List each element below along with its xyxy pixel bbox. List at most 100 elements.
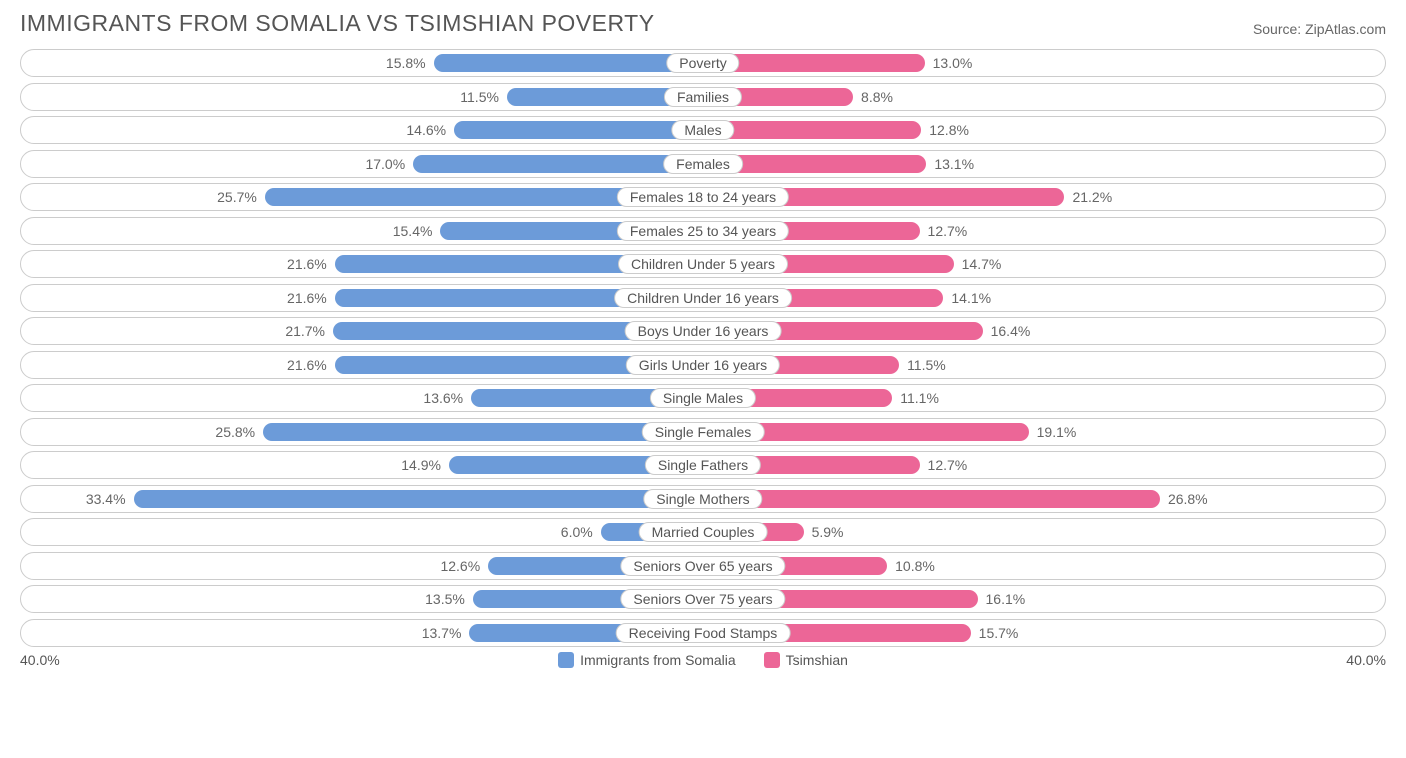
value-right: 12.7%: [920, 223, 976, 239]
category-label: Females: [663, 154, 743, 174]
value-right: 14.7%: [954, 256, 1010, 272]
category-label: Children Under 16 years: [614, 288, 792, 308]
legend-label-left: Immigrants from Somalia: [580, 652, 736, 668]
category-label: Girls Under 16 years: [626, 355, 780, 375]
chart-row: 13.7% 15.7% Receiving Food Stamps: [20, 619, 1386, 647]
axis-max-left: 40.0%: [20, 652, 60, 668]
row-right-half: 11.5%: [703, 352, 1385, 378]
legend-swatch-left: [558, 652, 574, 668]
chart-row: 13.6% 11.1% Single Males: [20, 384, 1386, 412]
source-label: Source:: [1253, 21, 1301, 37]
chart-row: 14.6%12.8%Males: [20, 116, 1386, 144]
value-right: 16.1%: [978, 591, 1034, 607]
value-left: 12.6%: [432, 558, 488, 574]
row-right-half: 15.7%: [703, 620, 1385, 646]
value-right: 13.0%: [925, 55, 981, 71]
value-left: 11.5%: [452, 89, 507, 105]
row-left-half: 25.8%: [21, 419, 703, 445]
row-right-half: 21.2%: [703, 184, 1385, 210]
value-left: 25.7%: [209, 189, 265, 205]
chart-row: 12.6% 10.8% Seniors Over 65 years: [20, 552, 1386, 580]
value-right: 15.7%: [971, 625, 1027, 641]
bar-right: [703, 121, 921, 139]
diverging-bar-chart: 15.8%13.0%Poverty11.5%8.8%Families14.6%1…: [20, 49, 1386, 647]
category-label: Boys Under 16 years: [625, 321, 782, 341]
legend-swatch-right: [764, 652, 780, 668]
category-label: Females 25 to 34 years: [617, 221, 789, 241]
header: IMMIGRANTS FROM SOMALIA VS TSIMSHIAN POV…: [20, 10, 1386, 37]
row-left-half: 14.9%: [21, 452, 703, 478]
category-label: Families: [664, 87, 742, 107]
axis-max-right: 40.0%: [1346, 652, 1386, 668]
chart-row: 21.6% 14.1% Children Under 16 years: [20, 284, 1386, 312]
row-left-half: 21.7%: [21, 318, 703, 344]
value-left: 14.9%: [393, 457, 449, 473]
row-left-half: 11.5%: [21, 84, 703, 110]
value-left: 13.7%: [414, 625, 470, 641]
row-right-half: 11.1%: [703, 385, 1385, 411]
value-right: 11.5%: [899, 357, 954, 373]
value-left: 21.7%: [277, 323, 333, 339]
category-label: Single Males: [650, 388, 756, 408]
value-right: 21.2%: [1064, 189, 1120, 205]
category-label: Single Fathers: [645, 455, 761, 475]
chart-row: 21.6% 14.7% Children Under 5 years: [20, 250, 1386, 278]
row-left-half: 25.7%: [21, 184, 703, 210]
value-left: 25.8%: [207, 424, 263, 440]
row-left-half: 21.6%: [21, 285, 703, 311]
value-left: 21.6%: [279, 357, 335, 373]
category-label: Single Mothers: [643, 489, 762, 509]
value-right: 12.7%: [920, 457, 976, 473]
bar-right: [703, 490, 1160, 508]
value-right: 10.8%: [887, 558, 943, 574]
bar-left: [263, 423, 703, 441]
chart-row: 17.0% 13.1% Females: [20, 150, 1386, 178]
bar-left: [434, 54, 703, 72]
value-right: 19.1%: [1029, 424, 1085, 440]
row-left-half: 15.4%: [21, 218, 703, 244]
category-label: Children Under 5 years: [618, 254, 788, 274]
category-label: Seniors Over 75 years: [620, 589, 785, 609]
value-left: 6.0%: [553, 524, 601, 540]
footer: 40.0% Immigrants from Somalia Tsimshian …: [20, 652, 1386, 668]
value-left: 15.8%: [378, 55, 434, 71]
row-left-half: 21.6%: [21, 352, 703, 378]
row-right-half: 12.8%: [703, 117, 1385, 143]
legend-label-right: Tsimshian: [786, 652, 848, 668]
row-right-half: 8.8%: [703, 84, 1385, 110]
value-left: 21.6%: [279, 256, 335, 272]
value-right: 16.4%: [983, 323, 1039, 339]
value-left: 15.4%: [385, 223, 441, 239]
category-label: Married Couples: [639, 522, 768, 542]
category-label: Seniors Over 65 years: [620, 556, 785, 576]
bar-left: [413, 155, 703, 173]
value-right: 11.1%: [892, 390, 947, 406]
category-label: Males: [671, 120, 734, 140]
value-right: 8.8%: [853, 89, 901, 105]
row-left-half: 17.0%: [21, 151, 703, 177]
row-right-half: 12.7%: [703, 452, 1385, 478]
row-right-half: 16.4%: [703, 318, 1385, 344]
row-left-half: 13.6%: [21, 385, 703, 411]
chart-row: 25.7%21.2%Females 18 to 24 years: [20, 183, 1386, 211]
value-left: 13.6%: [415, 390, 471, 406]
value-right: 14.1%: [943, 290, 999, 306]
row-right-half: 14.7%: [703, 251, 1385, 277]
category-label: Single Females: [642, 422, 765, 442]
row-left-half: 15.8%: [21, 50, 703, 76]
row-left-half: 14.6%: [21, 117, 703, 143]
row-left-half: 12.6%: [21, 553, 703, 579]
value-left: 21.6%: [279, 290, 335, 306]
row-right-half: 13.1%: [703, 151, 1385, 177]
row-right-half: 26.8%: [703, 486, 1385, 512]
category-label: Poverty: [666, 53, 739, 73]
category-label: Receiving Food Stamps: [616, 623, 791, 643]
row-right-half: 10.8%: [703, 553, 1385, 579]
row-right-half: 19.1%: [703, 419, 1385, 445]
legend-item-left: Immigrants from Somalia: [558, 652, 736, 668]
chart-row: 15.4% 12.7% Females 25 to 34 years: [20, 217, 1386, 245]
chart-row: 6.0%5.9%Married Couples: [20, 518, 1386, 546]
chart-row: 21.6% 11.5% Girls Under 16 years: [20, 351, 1386, 379]
source-name: ZipAtlas.com: [1305, 21, 1386, 37]
value-right: 13.1%: [926, 156, 982, 172]
